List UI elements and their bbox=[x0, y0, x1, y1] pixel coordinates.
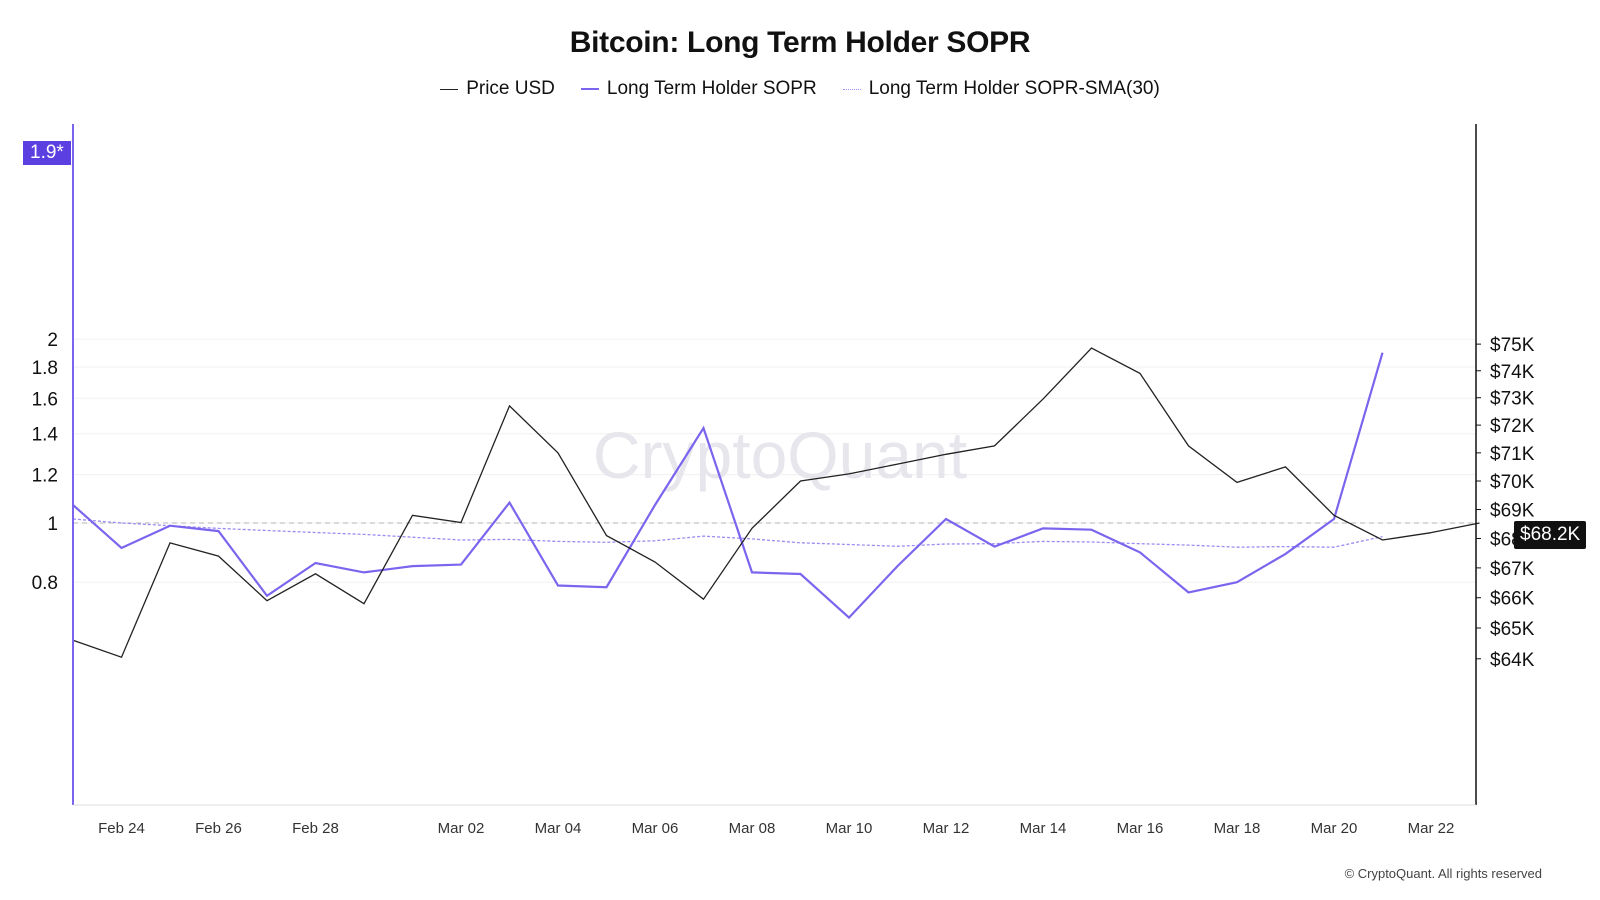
right-tick-label: $66K bbox=[1490, 589, 1535, 610]
left-tick-label: 1.2 bbox=[32, 466, 58, 487]
left-tick-label: 1.4 bbox=[32, 425, 59, 446]
x-tick-label: Mar 10 bbox=[826, 820, 873, 837]
x-tick-label: Feb 24 bbox=[98, 820, 145, 837]
left-tick-label: 1.6 bbox=[32, 389, 58, 410]
series-line-sopr bbox=[72, 352, 1384, 620]
x-tick-label: Mar 14 bbox=[1020, 820, 1067, 837]
price-tail-segment bbox=[1430, 522, 1480, 534]
legend-swatch-price bbox=[440, 88, 459, 90]
x-tick-label: Mar 20 bbox=[1311, 820, 1358, 837]
right-tick-label: $73K bbox=[1490, 389, 1535, 410]
right-tick-label: $72K bbox=[1490, 416, 1535, 437]
x-tick-label: Mar 12 bbox=[923, 820, 970, 837]
x-tick-label: Mar 18 bbox=[1214, 820, 1261, 837]
x-tick-label: Mar 04 bbox=[535, 820, 582, 837]
current-sopr-label: 1.9* bbox=[23, 141, 71, 165]
x-axis-ticks: Feb 24 Feb 26 Feb 28 Mar 02 Mar 04 Mar 06 Mar … bbox=[98, 820, 1454, 837]
right-tick-label: $70K bbox=[1490, 472, 1535, 493]
legend-label-price: Price USD bbox=[466, 78, 555, 99]
series-line-price bbox=[72, 347, 1432, 659]
right-tick-label: $69K bbox=[1490, 501, 1535, 522]
legend-item-sopr[interactable]: Long Term Holder SOPR bbox=[580, 78, 817, 100]
right-tick-label: $64K bbox=[1490, 650, 1535, 671]
x-tick-label: Mar 08 bbox=[729, 820, 776, 837]
grid bbox=[73, 338, 1476, 583]
right-tick-label: $67K bbox=[1490, 559, 1535, 580]
left-tick-label: 1.8 bbox=[32, 358, 58, 379]
left-tick-label: 2 bbox=[47, 330, 58, 351]
x-tick-label: Feb 26 bbox=[195, 820, 242, 837]
x-tick-label: Feb 28 bbox=[292, 820, 339, 837]
legend: Price USD Long Term Holder SOPR Long Ter… bbox=[0, 78, 1600, 100]
right-tick-label: $75K bbox=[1490, 335, 1535, 356]
x-tick-label: Mar 16 bbox=[1117, 820, 1164, 837]
x-tick-label: Mar 06 bbox=[632, 820, 679, 837]
legend-label-sopr: Long Term Holder SOPR bbox=[606, 78, 817, 99]
chart-title: Bitcoin: Long Term Holder SOPR bbox=[569, 26, 1031, 59]
legend-item-price[interactable]: Price USD bbox=[440, 78, 555, 100]
copyright: © CryptoQuant. All rights reserved bbox=[1344, 866, 1542, 881]
watermark: CryptoQuant bbox=[593, 418, 967, 492]
left-axis-ticks: 0.8 1 1.2 1.4 1.6 1.8 2 bbox=[32, 330, 59, 594]
series-line-sma bbox=[72, 518, 1383, 548]
right-tick-label: $65K bbox=[1490, 619, 1535, 640]
right-tick-label: $74K bbox=[1490, 362, 1535, 383]
left-tick-label: 1 bbox=[47, 514, 58, 535]
legend-item-sma[interactable]: Long Term Holder SOPR-SMA(30) bbox=[842, 78, 1160, 100]
right-axis-ticks: $64K$65K$66K$67K$68K$69K$70K$71K$72K$73K… bbox=[1476, 335, 1535, 671]
left-tick-label: 0.8 bbox=[32, 573, 58, 594]
right-tick-label: $71K bbox=[1490, 444, 1535, 465]
current-price-label: $68.2K bbox=[1514, 521, 1587, 549]
series-layer bbox=[72, 347, 1480, 659]
x-tick-label: Mar 22 bbox=[1408, 820, 1455, 837]
x-tick-label: Mar 02 bbox=[438, 820, 485, 837]
legend-swatch-sma bbox=[842, 88, 861, 90]
legend-swatch-sopr bbox=[580, 88, 599, 90]
legend-label-sma: Long Term Holder SOPR-SMA(30) bbox=[868, 78, 1160, 99]
